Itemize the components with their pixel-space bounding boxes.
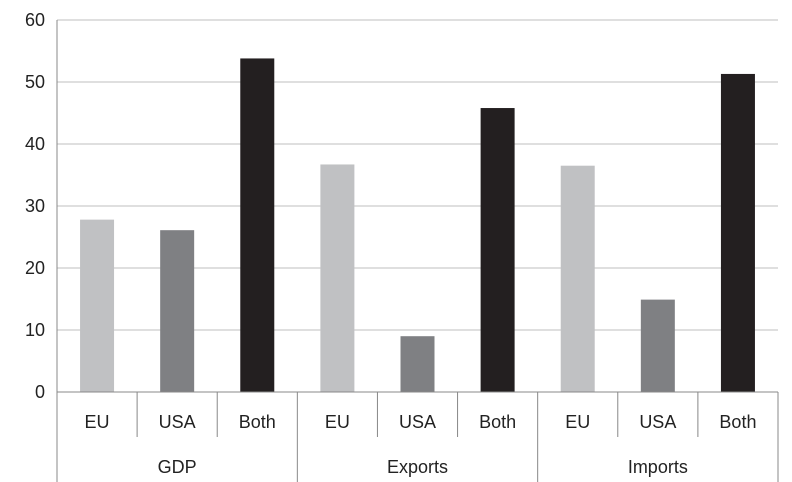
x-category-label: EU: [325, 412, 350, 432]
bars: [80, 58, 755, 392]
bar-gdp-usa: [160, 230, 194, 392]
x-category-label: Both: [239, 412, 276, 432]
x-category-label: USA: [159, 412, 196, 432]
y-tick-label: 0: [35, 382, 45, 402]
x-category-label: USA: [639, 412, 676, 432]
x-category-label: Both: [479, 412, 516, 432]
x-axis: EU USA Both GDP EU USA Both Exports EU USA Both Imp…: [57, 392, 778, 482]
x-category-label: EU: [85, 412, 110, 432]
bar-imports-both: [721, 74, 755, 392]
bar-imports-eu: [561, 166, 595, 392]
y-tick-label: 50: [25, 72, 45, 92]
bar-gdp-both: [240, 58, 274, 392]
y-tick-label: 20: [25, 258, 45, 278]
bar-imports-usa: [641, 300, 675, 392]
y-tick-label: 40: [25, 134, 45, 154]
x-group-label: Imports: [628, 457, 688, 477]
x-group-label: Exports: [387, 457, 448, 477]
bar-exports-usa: [401, 336, 435, 392]
bar-exports-eu: [320, 164, 354, 392]
bar-exports-both: [481, 108, 515, 392]
x-category-label: Both: [719, 412, 756, 432]
y-axis: 0 10 20 30 40 50 60: [25, 10, 57, 402]
x-category-label: EU: [565, 412, 590, 432]
x-group-label: GDP: [158, 457, 197, 477]
y-tick-label: 60: [25, 10, 45, 30]
y-tick-label: 10: [25, 320, 45, 340]
x-category-label: USA: [399, 412, 436, 432]
y-tick-label: 30: [25, 196, 45, 216]
bar-gdp-eu: [80, 220, 114, 392]
